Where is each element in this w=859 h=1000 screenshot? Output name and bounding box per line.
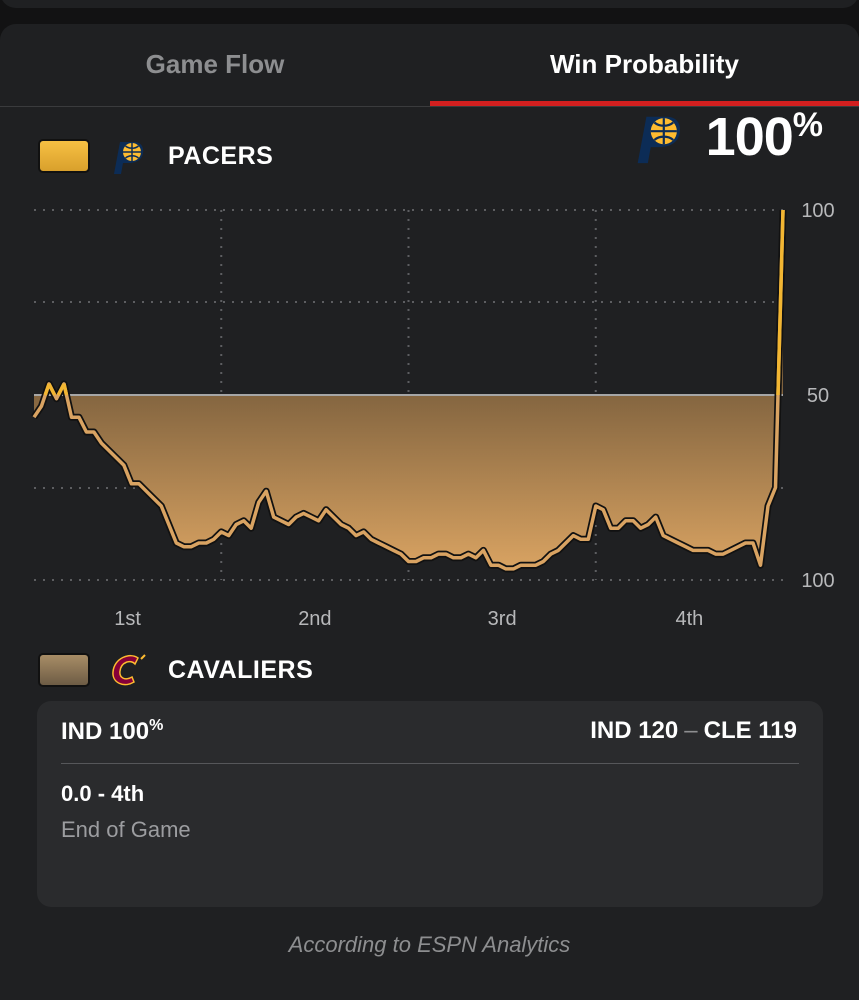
y-axis-label: 100 — [801, 570, 834, 590]
away-team-name: CAVALIERS — [168, 655, 314, 684]
detail-value: 100 — [109, 718, 150, 745]
detail-score: IND 120– CLE 119 — [590, 717, 797, 745]
detail-unit: % — [149, 717, 164, 734]
pacers-logo-icon — [114, 142, 144, 174]
y-axis-label: 50 — [807, 385, 829, 407]
home-team-name: PACERS — [168, 141, 274, 170]
y-axis-label: 100 — [801, 200, 834, 222]
quarter-label: 2nd — [298, 608, 332, 630]
away-team-legend: CAVALIERS — [38, 650, 313, 690]
y-axis-labels: 100 50 100 — [801, 200, 834, 590]
headline-value: 100 — [705, 107, 794, 167]
game-status: End of Game — [61, 817, 191, 842]
probability-area — [34, 210, 783, 569]
pacers-logo-large-icon — [637, 116, 680, 164]
play-detail-box: IND 100% IND 120– CLE 119 0.0 - 4th End o… — [37, 701, 823, 907]
headline-probability: 100% — [628, 106, 823, 168]
quarter-label: 1st — [114, 608, 141, 630]
win-probability-chart[interactable]: 100 50 100 — [0, 180, 859, 590]
tab-game-flow[interactable]: Game Flow — [145, 49, 285, 79]
source-attribution: According to ESPN Analytics — [288, 932, 571, 957]
score-separator: – — [684, 717, 698, 744]
active-tab-indicator — [430, 101, 859, 106]
home-color-swatch — [38, 139, 90, 173]
detail-probability: IND 100% — [61, 717, 163, 746]
detail-team: IND — [61, 718, 103, 745]
away-color-swatch — [38, 653, 90, 687]
previous-card-edge — [0, 0, 859, 8]
game-clock: 0.0 - 4th — [61, 781, 145, 806]
tab-bar: Game Flow Win Probability — [0, 24, 859, 107]
detail-divider — [61, 763, 799, 764]
score-away: CLE 119 — [703, 717, 797, 744]
tab-win-probability[interactable]: Win Probability — [550, 49, 739, 79]
pacers-probability-line — [43, 209, 785, 396]
cavaliers-probability-line — [32, 209, 785, 571]
quarter-label: 3rd — [487, 608, 517, 630]
score-home: IND 120 — [590, 717, 679, 744]
cavaliers-logo-icon — [112, 654, 146, 686]
home-team-legend: PACERS — [38, 136, 273, 176]
headline-unit: % — [792, 105, 823, 144]
quarter-label: 4th — [675, 608, 704, 630]
